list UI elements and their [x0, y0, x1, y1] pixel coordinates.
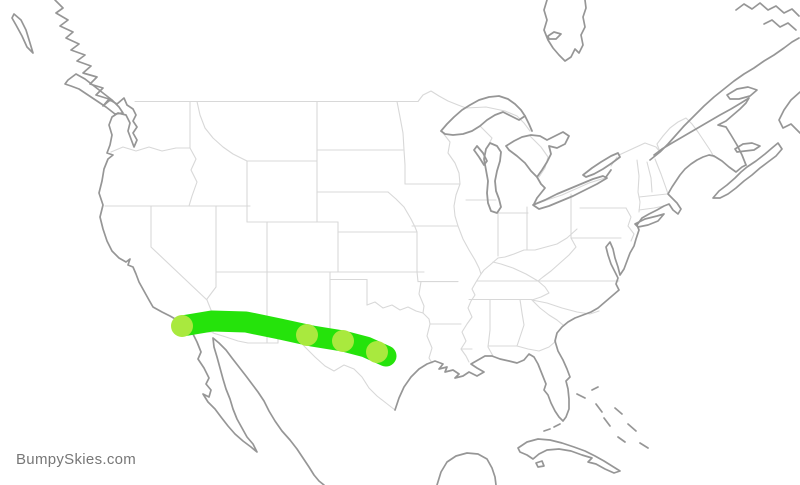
flight-route-layer: [171, 310, 397, 367]
waypoint-marker: [332, 330, 354, 352]
waypoint-marker: [171, 315, 193, 337]
route-band: [171, 310, 397, 367]
coastlines: [11, 0, 800, 485]
watermark: BumpySkies.com: [16, 451, 137, 468]
waypoint-marker: [296, 324, 318, 346]
great-lakes: [440, 95, 621, 214]
waypoint-marker: [366, 341, 388, 363]
state-borders: [104, 90, 715, 411]
